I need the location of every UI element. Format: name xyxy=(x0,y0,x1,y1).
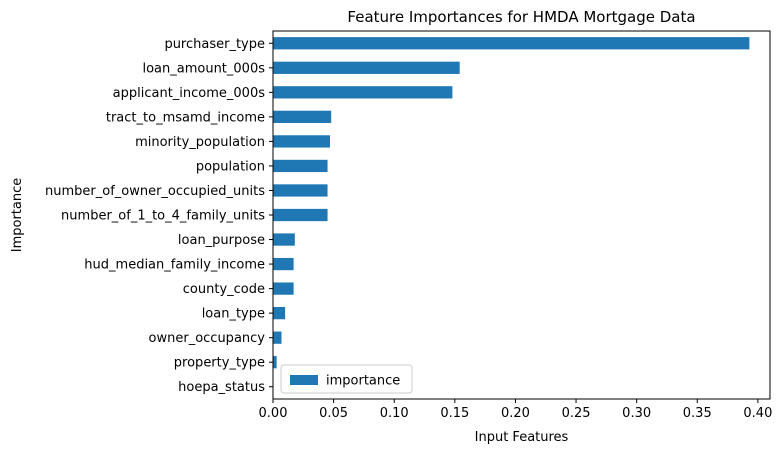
plot-frame xyxy=(272,30,771,400)
y-tick-label: purchaser_type xyxy=(164,37,265,52)
bar-county-code xyxy=(273,282,294,295)
legend-box xyxy=(280,364,413,394)
y-tick-label: property_type xyxy=(174,356,265,371)
y-tick-label: number_of_1_to_4_family_units xyxy=(61,209,265,224)
x-tick-label: 0.15 xyxy=(440,406,469,421)
legend-label: importance xyxy=(326,374,400,389)
bar-minority-population xyxy=(273,135,330,148)
bar-property-type xyxy=(273,356,277,369)
x-axis-title: Input Features xyxy=(475,430,569,445)
y-axis-title: Importance xyxy=(10,178,25,253)
bar-hud-median-family-income xyxy=(273,257,294,271)
bar-population xyxy=(273,159,328,173)
bar-tract-to-msamd-income xyxy=(273,110,332,123)
y-tick-label: number_of_owner_occupied_units xyxy=(45,184,265,199)
y-tick-label: hoepa_status xyxy=(178,380,265,395)
x-tick-label: 0.25 xyxy=(562,406,591,421)
bar-loan-type xyxy=(273,307,286,320)
y-tick-label: minority_population xyxy=(135,135,265,150)
x-tick-label: 0.40 xyxy=(743,406,772,421)
bar-purchaser-type xyxy=(273,37,750,50)
y-tick-label: loan_purpose xyxy=(178,233,265,248)
plot-area: purchaser_type loan_amount_000s applicant_… xyxy=(45,30,772,421)
y-tick-label: applicant_income_000s xyxy=(113,86,266,101)
x-tick-label: 0.05 xyxy=(319,406,348,421)
y-tick-label: population xyxy=(196,159,265,174)
bar-loan-purpose xyxy=(273,233,295,246)
x-tick-label: 0.20 xyxy=(501,406,530,421)
bar-loan-amount-000s xyxy=(273,61,460,74)
legend-swatch xyxy=(290,375,318,385)
y-tick-label: county_code xyxy=(183,282,265,297)
y-tick-label: loan_amount_000s xyxy=(142,61,265,76)
x-tick-label: 0.35 xyxy=(683,406,712,421)
x-tick-label: 0.10 xyxy=(380,406,409,421)
y-tick-label: hud_median_family_income xyxy=(84,258,265,273)
bar-number-of-owner-occupied-units xyxy=(273,184,328,197)
chart-title: Feature Importances for HMDA Mortgage Da… xyxy=(347,8,695,26)
y-tick-label: loan_type xyxy=(202,307,265,322)
y-tick-label: tract_to_msamd_income xyxy=(106,110,265,125)
bar-number-of-1-to-4-family-units xyxy=(273,208,328,222)
x-tick-label: 0.30 xyxy=(622,406,651,421)
bar-applicant-income-000s xyxy=(273,86,453,99)
y-tick-label: owner_occupancy xyxy=(149,331,266,346)
legend: importance xyxy=(280,364,413,394)
x-tick-label: 0.00 xyxy=(259,406,288,421)
bar-owner-occupancy xyxy=(273,331,282,344)
